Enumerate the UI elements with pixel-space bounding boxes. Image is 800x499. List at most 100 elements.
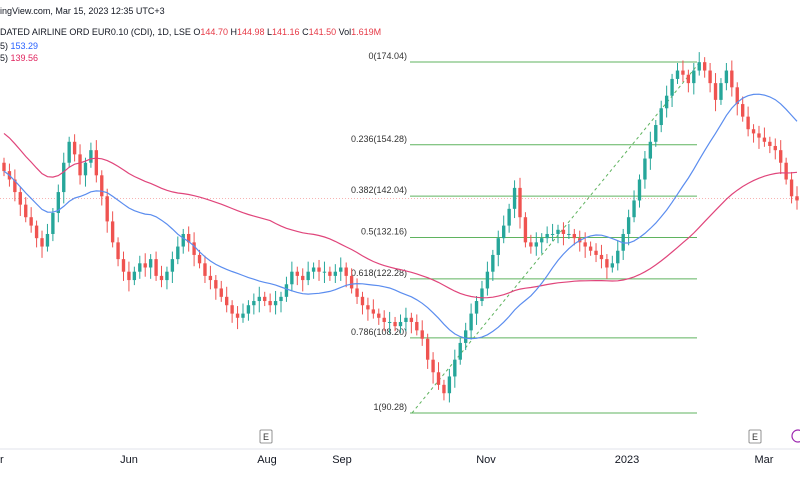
fib-level-label-4: 0.618(122.28) xyxy=(351,268,407,278)
ma-slow-prefix: 5) xyxy=(0,53,9,63)
candle-body xyxy=(186,233,191,243)
candle-body xyxy=(159,275,164,281)
ma-slow-value: 139.56 xyxy=(10,53,39,63)
candle-body xyxy=(409,317,414,322)
low-label: L xyxy=(267,27,273,37)
candle-body xyxy=(371,309,376,314)
candle-body xyxy=(100,175,104,197)
chart-watermark-header: ingView.com, Mar 15, 2023 12:35 UTC+3 xyxy=(0,6,165,16)
candle-body xyxy=(219,288,223,297)
candle-body xyxy=(648,141,653,159)
fib-level-label-5: 0.786(108.20) xyxy=(351,327,407,337)
candle-body xyxy=(355,288,359,297)
candle-body xyxy=(675,70,680,79)
candle-body xyxy=(768,141,772,146)
candle-body xyxy=(496,238,500,255)
candle-body xyxy=(594,250,598,255)
candle-body xyxy=(29,217,33,226)
candle-body xyxy=(583,242,587,247)
candle-body xyxy=(273,301,278,306)
candle-body xyxy=(529,242,533,247)
candle-body xyxy=(295,271,299,276)
candle-body xyxy=(425,338,430,360)
candle-body xyxy=(322,271,327,273)
candle-body xyxy=(637,179,642,201)
candle-body xyxy=(170,259,175,272)
fib-trend-line xyxy=(411,61,701,414)
candle-body xyxy=(735,87,739,105)
event-marker-0 xyxy=(259,429,273,444)
candle-body xyxy=(757,133,761,138)
candle-body xyxy=(415,321,419,331)
event-marker-label-0: E xyxy=(263,432,269,442)
candle-body xyxy=(518,187,522,218)
candle-body xyxy=(62,162,66,193)
fib-level-label-2: 0.382(142.04) xyxy=(351,185,407,195)
symbol-legend: DATED AIRLINE ORD EUR0.10 (CDI), 1D, LSE… xyxy=(0,27,381,37)
candle-body xyxy=(436,372,441,385)
candle-body xyxy=(545,233,549,239)
event-marker-1 xyxy=(748,429,762,444)
candle-body xyxy=(241,313,245,318)
x-tick-label: Sep xyxy=(332,454,352,466)
x-tick-label: r xyxy=(0,454,4,466)
candle-body xyxy=(360,296,365,306)
candle-body xyxy=(692,70,696,84)
candle-body xyxy=(550,233,555,235)
x-tick-label: Mar xyxy=(755,454,774,466)
candle-body xyxy=(143,263,147,268)
candle-body xyxy=(458,342,462,360)
candle-body xyxy=(681,70,685,75)
candle-body xyxy=(279,296,283,302)
candle-body xyxy=(523,217,528,243)
candle-body xyxy=(746,116,750,130)
fib-level-label-6: 1(90.28) xyxy=(373,402,407,412)
candle-body xyxy=(192,242,196,255)
candle-body xyxy=(697,62,701,71)
candle-body xyxy=(463,330,468,343)
high-value: 144.98 xyxy=(236,27,265,37)
candle-body xyxy=(534,242,538,247)
candle-body xyxy=(181,233,185,247)
candle-body xyxy=(730,70,734,88)
open-value: 144.70 xyxy=(200,27,228,37)
candle-body xyxy=(197,254,202,264)
candle-body xyxy=(301,275,305,281)
candle-body xyxy=(540,238,544,243)
candle-body xyxy=(290,271,294,285)
symbol-name: DATED AIRLINE ORD EUR0.10 (CDI), 1D, LSE xyxy=(0,27,191,37)
candle-body xyxy=(556,229,560,234)
candle-body xyxy=(643,158,647,180)
candle-body xyxy=(588,246,593,251)
candle-body xyxy=(507,208,511,226)
candle-body xyxy=(659,108,663,126)
candle-body xyxy=(225,296,229,306)
candle-body xyxy=(713,83,718,100)
candle-body xyxy=(686,74,691,84)
ma-fast-value: 153.29 xyxy=(10,41,39,51)
candle-body xyxy=(485,271,490,289)
x-tick-label: Jun xyxy=(120,454,138,466)
candle-body xyxy=(127,271,131,281)
candle-body xyxy=(24,204,28,218)
candle-body xyxy=(349,275,354,289)
candle-body xyxy=(784,162,788,180)
candle-body xyxy=(480,288,484,302)
close-label: C xyxy=(302,27,309,37)
candle-body xyxy=(132,271,137,281)
candle-body xyxy=(469,313,473,331)
candle-body xyxy=(702,62,707,71)
candle-body xyxy=(105,196,109,222)
candle-body xyxy=(89,150,93,163)
candle-body xyxy=(453,359,457,377)
candle-body xyxy=(567,233,571,235)
candle-body xyxy=(121,259,126,272)
ma-slow-legend: 5) 139.56 xyxy=(0,53,38,63)
candle-body xyxy=(78,154,82,176)
candle-body xyxy=(252,301,256,306)
candle-body xyxy=(18,192,22,205)
candle-body xyxy=(741,104,745,117)
candle-body xyxy=(45,233,50,247)
candle-body xyxy=(724,70,729,84)
